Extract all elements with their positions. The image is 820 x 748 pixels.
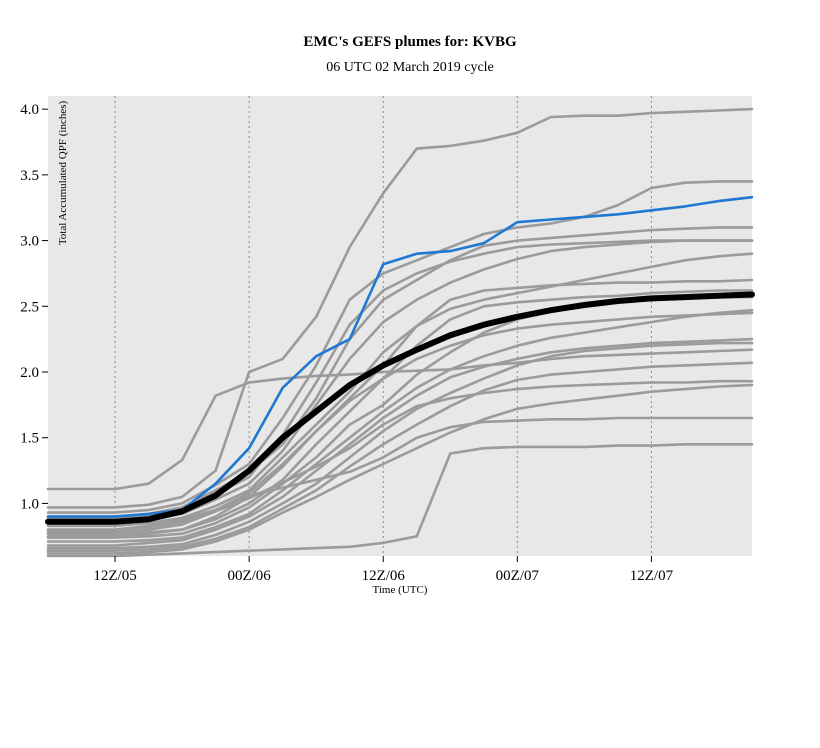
x-tick-label: 00Z/07 bbox=[496, 568, 540, 584]
member-line-12 bbox=[46, 337, 754, 547]
member-line-17 bbox=[46, 416, 754, 532]
y-tick-label: 1.5 bbox=[20, 431, 39, 447]
x-tick-label: 12Z/06 bbox=[362, 568, 406, 584]
member-line-7 bbox=[46, 252, 754, 528]
member-line-15 bbox=[46, 383, 754, 555]
axis-ticks: 12Z/05 00Z/06 12Z/06 00Z/07 12Z/07 1.0 1.5 2.0 2… bbox=[20, 102, 673, 584]
y-axis-label: Total Accumulated QPF (inches) bbox=[57, 100, 69, 245]
member-line-8 bbox=[46, 278, 754, 532]
x-tick-label: 12Z/05 bbox=[93, 568, 136, 584]
member-line-18 bbox=[46, 379, 754, 534]
ensemble-mean-line bbox=[45, 291, 755, 525]
x-tick-label: 00Z/06 bbox=[227, 568, 271, 584]
member-line-1 bbox=[46, 348, 754, 491]
chart-title: EMC's GEFS plumes for: KVBG bbox=[303, 34, 517, 50]
member-line-19 bbox=[46, 311, 754, 538]
x-tick-label: 12Z/07 bbox=[630, 568, 674, 584]
y-tick-label: 2.0 bbox=[20, 365, 39, 381]
control-run-line bbox=[46, 195, 754, 518]
chart-subtitle: 06 UTC 02 March 2019 cycle bbox=[326, 60, 494, 75]
y-tick-label: 2.5 bbox=[20, 299, 39, 315]
y-tick-label: 1.0 bbox=[20, 496, 39, 512]
grid-lines bbox=[114, 96, 652, 556]
member-line-13 bbox=[46, 341, 754, 550]
highlight-series bbox=[45, 195, 755, 525]
member-line-16 bbox=[46, 442, 754, 558]
x-axis-label: Time (UTC) bbox=[373, 584, 428, 596]
y-tick-label: 3.0 bbox=[20, 234, 39, 250]
y-tick-label: 3.5 bbox=[20, 168, 39, 184]
member-line-2 bbox=[46, 107, 754, 509]
member-line-14 bbox=[46, 361, 754, 553]
y-tick-label: 4.0 bbox=[20, 102, 39, 118]
plot-panel bbox=[48, 96, 752, 556]
member-line-11 bbox=[46, 308, 754, 543]
member-line-3 bbox=[46, 180, 754, 514]
ensemble-members bbox=[46, 107, 754, 558]
